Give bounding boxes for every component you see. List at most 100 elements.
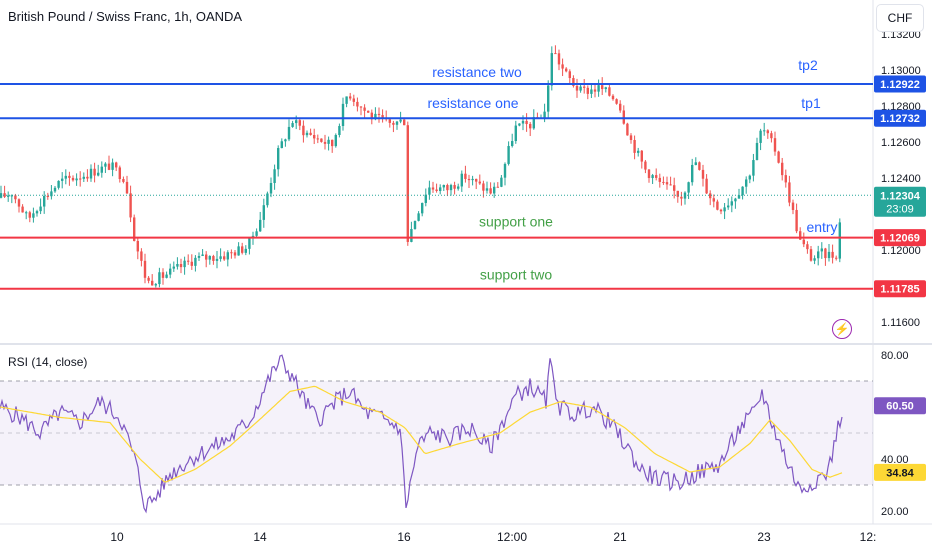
candle [511, 133, 514, 148]
candle [201, 249, 204, 257]
annotation-label: support one [479, 214, 553, 230]
candle [633, 135, 636, 160]
rsi-band-fill [0, 381, 873, 485]
candle [601, 77, 604, 96]
candle [658, 173, 661, 188]
candle [557, 49, 561, 71]
rsi-value-tag: 34.84 [874, 463, 926, 481]
price-tag-box [874, 186, 926, 217]
candle [507, 141, 510, 166]
candle [61, 172, 64, 189]
candle [608, 84, 611, 97]
rsi-title: RSI (14, close) [8, 355, 88, 369]
candle [788, 175, 791, 207]
candle [593, 83, 597, 98]
candle [748, 174, 751, 184]
candle [273, 164, 276, 190]
annotation-label: tp2 [798, 57, 818, 73]
candle [525, 113, 528, 132]
time-tick-label: 14 [253, 530, 267, 544]
candle [820, 242, 823, 259]
rsi-tick-label: 40.00 [881, 454, 909, 466]
candle [25, 210, 28, 220]
candle [554, 45, 557, 55]
annotation-label: resistance two [432, 64, 522, 80]
candle [831, 244, 834, 264]
candle [705, 174, 708, 194]
price-tick-label: 1.12000 [881, 245, 921, 257]
lightning-bolt-icon[interactable]: ⚡ [832, 319, 852, 339]
rsi-value-box [874, 397, 926, 415]
candle [370, 109, 373, 125]
candle [745, 176, 748, 194]
candle [493, 182, 496, 198]
candle [730, 196, 733, 213]
candle [428, 180, 431, 200]
candle [50, 185, 53, 200]
currency-button[interactable]: CHF [876, 4, 924, 32]
candle [71, 175, 75, 182]
candle [165, 271, 168, 279]
candle [579, 84, 582, 93]
candle [446, 183, 449, 197]
candle [269, 177, 273, 198]
candle [309, 128, 312, 136]
candle [734, 197, 737, 209]
candle [68, 171, 71, 186]
candle [345, 96, 348, 108]
candle [82, 172, 85, 183]
candle [100, 161, 103, 178]
candle [75, 173, 78, 186]
countdown-label: 23:09 [886, 203, 914, 215]
candle [320, 138, 323, 143]
candle [3, 185, 6, 198]
candle [0, 185, 3, 199]
price-tag-box [874, 75, 926, 93]
candle [140, 248, 143, 267]
candle [237, 242, 240, 256]
candle [694, 157, 697, 166]
rsi-band [0, 380, 873, 486]
rsi-tick-label: 20.00 [881, 506, 909, 518]
candle [781, 157, 784, 181]
candle [280, 138, 283, 149]
candle [352, 94, 355, 107]
candle [241, 242, 244, 255]
level-lines[interactable] [0, 83, 873, 290]
price-tag-box [874, 109, 926, 127]
candle [424, 188, 427, 207]
candle [122, 176, 125, 184]
candle [417, 211, 420, 222]
candle [410, 221, 413, 243]
candle [277, 145, 280, 177]
candle [194, 255, 197, 272]
candle [255, 228, 258, 238]
candle [298, 118, 301, 131]
candle [604, 86, 607, 93]
rsi-value-label: 60.50 [886, 401, 914, 413]
candle [467, 174, 471, 188]
annotation-label: entry [806, 219, 837, 235]
candle [341, 97, 345, 131]
candle [737, 188, 741, 199]
candle [89, 164, 93, 182]
candle [489, 182, 492, 195]
candle [532, 109, 535, 130]
candle [464, 165, 467, 183]
candle [233, 249, 237, 259]
candle [626, 122, 629, 136]
candle [503, 162, 507, 186]
candle [478, 174, 481, 185]
candle [669, 176, 672, 186]
candle [215, 251, 219, 269]
candle [107, 155, 111, 171]
candle [622, 105, 625, 125]
candle [673, 177, 676, 199]
candle [208, 255, 211, 265]
candle [629, 133, 633, 144]
rsi-ma-line [0, 385, 843, 483]
time-tick-label: 10 [110, 530, 124, 544]
